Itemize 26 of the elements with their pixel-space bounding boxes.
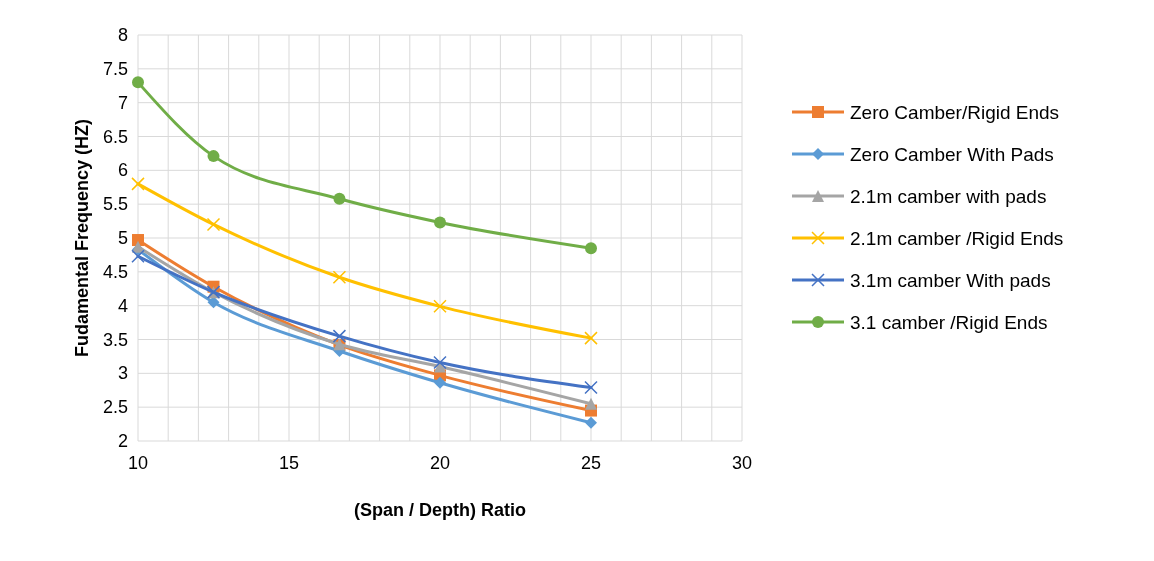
y-tick-label: 2.5 (102, 397, 128, 418)
x-tick-label: 20 (429, 453, 451, 473)
y-tick-label: 2 (117, 431, 128, 451)
y-tick-label: 6.5 (102, 126, 128, 147)
y-tick-label: 7.5 (102, 58, 128, 79)
x-tick-label: 15 (278, 453, 300, 473)
y-tick-label: 4.5 (102, 261, 128, 282)
legend-label: Zero Camber With Pads (850, 144, 1054, 165)
legend-label: 3.1m camber With pads (850, 270, 1051, 291)
y-tick-label: 5 (117, 228, 128, 248)
legend-label: 3.1 camber /Rigid Ends (850, 312, 1048, 333)
y-tick-label: 3.5 (102, 329, 128, 350)
x-axis-title: (Span / Depth) Ratio (354, 500, 526, 520)
y-tick-label: 5.5 (102, 194, 128, 215)
x-tick-label: 10 (127, 453, 149, 473)
legend-label: 2.1m camber with pads (850, 186, 1047, 207)
y-tick-label: 4 (117, 295, 128, 316)
y-tick-label: 6 (117, 160, 128, 181)
x-tick-label: 30 (731, 453, 753, 473)
legend-label: 2.1m camber /Rigid Ends (850, 228, 1064, 249)
x-tick-label: 25 (580, 453, 602, 473)
y-tick-label: 3 (117, 363, 128, 384)
y-axis-title: Fudamental Frequency (HZ) (72, 118, 92, 358)
y-tick-label: 7 (117, 92, 128, 113)
y-tick-label: 8 (117, 25, 128, 45)
legend-label: Zero Camber/Rigid Ends (850, 102, 1060, 123)
